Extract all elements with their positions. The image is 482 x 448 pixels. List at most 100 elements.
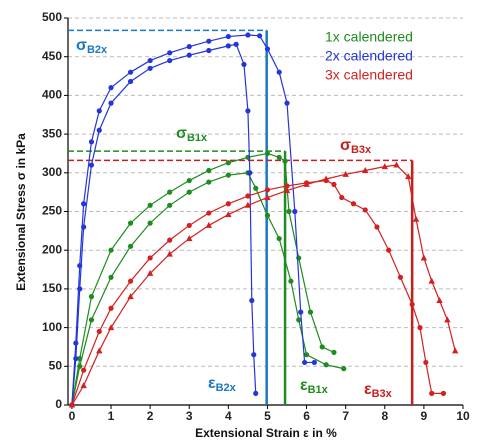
data-point bbox=[167, 50, 173, 56]
annotation: σB3x bbox=[340, 137, 372, 156]
y-tick-label: 300 bbox=[42, 165, 62, 179]
data-point bbox=[68, 401, 76, 408]
x-tick-label: 0 bbox=[69, 409, 76, 423]
x-tick-label: 6 bbox=[303, 409, 310, 423]
annotation-sub: B3x bbox=[372, 388, 393, 400]
y-tick-label: 100 bbox=[42, 320, 62, 334]
data-point bbox=[127, 278, 134, 284]
data-point bbox=[73, 355, 79, 362]
legend-entry: 3x calendered bbox=[325, 67, 413, 83]
x-tick-label: 4 bbox=[225, 409, 232, 423]
data-point bbox=[186, 44, 192, 50]
data-point bbox=[276, 154, 282, 160]
data-point bbox=[233, 41, 239, 47]
data-point bbox=[241, 61, 247, 68]
data-point bbox=[88, 162, 95, 168]
data-point bbox=[451, 347, 459, 354]
data-point bbox=[127, 243, 134, 249]
data-point bbox=[323, 362, 329, 368]
data-point bbox=[264, 150, 271, 157]
annotation-symbol: ε bbox=[300, 377, 308, 394]
data-point bbox=[397, 274, 404, 280]
x-axis-title: Extensional Strain ε in % bbox=[195, 426, 337, 440]
data-point bbox=[206, 38, 212, 44]
x-tick-label: 3 bbox=[186, 409, 193, 423]
y-tick-label: 0 bbox=[55, 397, 62, 411]
data-point bbox=[88, 317, 95, 323]
y-tick-label: 250 bbox=[42, 204, 62, 218]
data-point bbox=[167, 237, 173, 243]
data-point bbox=[166, 250, 173, 257]
data-point bbox=[186, 52, 192, 58]
annotation: εB1x bbox=[300, 377, 329, 396]
data-point bbox=[374, 224, 380, 230]
data-point bbox=[225, 211, 232, 218]
data-point bbox=[245, 108, 251, 114]
data-point bbox=[253, 185, 259, 191]
y-tick-label: 150 bbox=[42, 281, 62, 295]
data-point bbox=[245, 193, 251, 199]
data-point bbox=[350, 201, 357, 207]
x-tick-label: 8 bbox=[381, 409, 388, 423]
y-tick-label: 450 bbox=[42, 49, 62, 63]
data-point bbox=[247, 170, 253, 176]
data-point bbox=[264, 194, 271, 201]
data-point bbox=[298, 309, 304, 315]
data-point bbox=[206, 167, 212, 174]
data-point bbox=[319, 344, 325, 350]
data-point bbox=[108, 247, 114, 253]
data-point bbox=[428, 277, 435, 284]
data-point bbox=[127, 220, 134, 226]
data-point bbox=[147, 255, 153, 261]
data-point bbox=[331, 349, 337, 355]
annotation-symbol: σ bbox=[340, 137, 351, 154]
annotation-sub: B1x bbox=[187, 132, 208, 144]
data-point bbox=[423, 359, 429, 366]
data-point bbox=[80, 382, 87, 389]
annotation: σB2x bbox=[76, 37, 108, 56]
data-point bbox=[73, 340, 79, 346]
data-point bbox=[206, 47, 212, 54]
y-tick-label: 350 bbox=[42, 126, 62, 140]
data-point bbox=[264, 187, 271, 193]
data-point bbox=[307, 309, 314, 315]
data-point bbox=[420, 254, 428, 261]
annotation-sub: B3x bbox=[351, 144, 372, 156]
data-point bbox=[96, 108, 102, 114]
data-point bbox=[264, 46, 271, 52]
data-point bbox=[81, 367, 87, 373]
data-point bbox=[186, 235, 193, 242]
data-point bbox=[276, 69, 282, 75]
data-point bbox=[108, 274, 114, 280]
data-point bbox=[186, 222, 192, 229]
data-point bbox=[362, 207, 368, 213]
data-point bbox=[341, 366, 347, 372]
data-point bbox=[292, 208, 298, 215]
series-line bbox=[71, 179, 444, 406]
data-point bbox=[167, 189, 173, 195]
annotation-sub: B1x bbox=[308, 384, 329, 396]
data-point bbox=[276, 235, 282, 242]
data-point bbox=[225, 160, 231, 166]
data-point bbox=[302, 359, 308, 366]
data-point bbox=[88, 294, 95, 300]
legend-entry: 1x calendered bbox=[325, 29, 413, 45]
data-point bbox=[96, 127, 102, 133]
data-point bbox=[409, 301, 415, 307]
series-line bbox=[71, 164, 456, 406]
data-point bbox=[339, 194, 345, 201]
annotation-symbol: ε bbox=[208, 375, 216, 392]
data-point bbox=[88, 139, 95, 145]
x-tick-label: 9 bbox=[421, 409, 428, 423]
data-point bbox=[206, 210, 212, 216]
data-point bbox=[444, 316, 451, 323]
annotation: εB2x bbox=[208, 375, 237, 394]
data-point bbox=[225, 172, 231, 178]
series-line bbox=[71, 43, 257, 406]
data-point bbox=[282, 158, 288, 164]
data-point bbox=[264, 212, 271, 218]
y-tick-label: 400 bbox=[42, 88, 62, 102]
annotation: εB3x bbox=[364, 381, 393, 400]
data-point bbox=[205, 221, 212, 228]
data-point bbox=[286, 208, 292, 215]
